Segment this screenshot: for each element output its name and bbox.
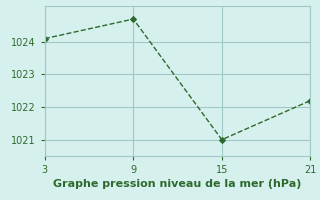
X-axis label: Graphe pression niveau de la mer (hPa): Graphe pression niveau de la mer (hPa): [53, 179, 302, 189]
